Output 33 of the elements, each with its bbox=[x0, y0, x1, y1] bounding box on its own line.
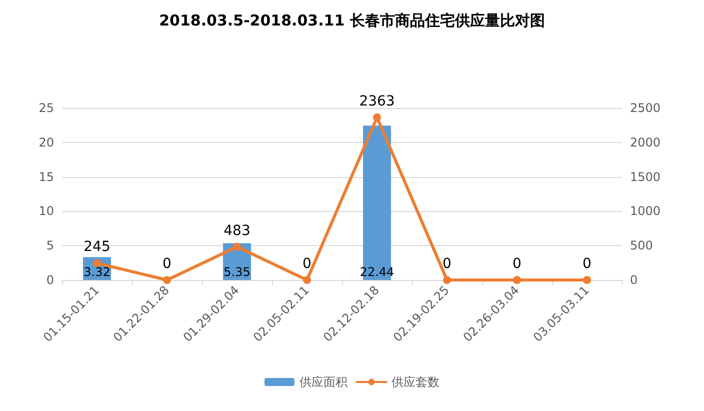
data-label: 0 bbox=[302, 256, 312, 272]
point bbox=[233, 242, 241, 251]
chart-title: 2018.03.5-2018.03.11 长春市商品住宅供应量比对图 bbox=[159, 12, 545, 30]
y-tick-label: 0 bbox=[46, 273, 54, 287]
y2-tick-label: 500 bbox=[630, 238, 653, 253]
y2-tick-label: 2000 bbox=[630, 135, 661, 150]
y-tick-label: 15 bbox=[38, 170, 54, 184]
legend-label: 供应面积 bbox=[300, 375, 348, 389]
y2-tick-label: 1500 bbox=[630, 170, 661, 184]
y-tick-label: 10 bbox=[38, 204, 54, 218]
y2-tick-label: 0 bbox=[630, 273, 638, 287]
data-label: 0 bbox=[512, 256, 522, 272]
legend-label: 供应套数 bbox=[392, 375, 440, 389]
y2-tick-label: 2500 bbox=[630, 101, 661, 115]
point bbox=[93, 259, 101, 268]
y2-tick-label: 1000 bbox=[630, 204, 661, 218]
data-label: 0 bbox=[162, 256, 172, 272]
data-label: 5.35 bbox=[224, 265, 250, 279]
point bbox=[373, 113, 381, 122]
point bbox=[583, 276, 591, 284]
y-tick-label: 5 bbox=[46, 238, 54, 253]
point bbox=[163, 276, 171, 284]
data-label: 3.32 bbox=[84, 265, 110, 279]
data-label: 0 bbox=[442, 256, 452, 272]
y-tick-label: 25 bbox=[38, 101, 54, 115]
data-label: 245 bbox=[84, 239, 110, 256]
y-tick-label: 20 bbox=[38, 135, 54, 150]
data-label: 483 bbox=[224, 222, 250, 239]
data-label: 0 bbox=[582, 256, 592, 272]
point bbox=[443, 276, 451, 284]
data-label: 2363 bbox=[359, 93, 395, 110]
point bbox=[513, 276, 521, 284]
point bbox=[303, 276, 311, 284]
